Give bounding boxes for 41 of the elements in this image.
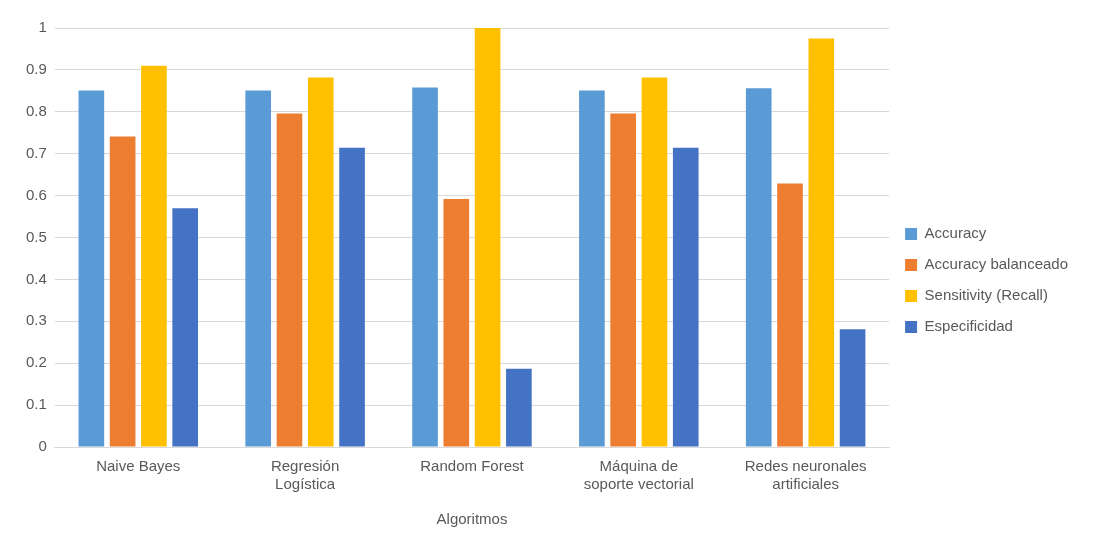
bar [641, 77, 668, 447]
bar [172, 208, 199, 447]
legend-label: Sensitivity (Recall) [924, 286, 1048, 304]
bar [777, 183, 803, 447]
x-tick-label: Naive Bayes [96, 457, 181, 475]
x-tick-label: Redes neuronales artificiales [744, 457, 867, 493]
bar [78, 90, 105, 447]
bar [610, 113, 636, 447]
legend-label: Accuracy [924, 224, 987, 242]
x-tick-label: Random Forest [420, 457, 525, 475]
y-tick-label: 0 [38, 437, 47, 455]
y-tick-label: 0.6 [25, 185, 47, 203]
bar [339, 147, 365, 447]
y-tick-label: 0.4 [25, 269, 47, 287]
legend-label: Accuracy balanceado [924, 255, 1069, 273]
bar [745, 88, 772, 447]
x-tick-label: Máquina de soporte vectorial [583, 457, 694, 493]
x-tick-label: Regresión Logística [270, 457, 340, 493]
y-tick-label: 0.7 [25, 143, 47, 161]
bar [474, 28, 501, 447]
y-tick-label: 0.3 [25, 311, 47, 329]
y-tick-label: 1 [38, 18, 47, 36]
bar [307, 77, 334, 447]
y-tick-label: 0.5 [25, 227, 47, 245]
bar [579, 90, 605, 447]
bar [672, 147, 699, 447]
y-tick-label: 0.1 [25, 395, 47, 413]
bar [109, 136, 136, 447]
bar [276, 113, 303, 447]
bar [245, 90, 272, 447]
y-tick-label: 0.8 [25, 101, 47, 119]
bar [506, 368, 532, 447]
bar [808, 38, 835, 447]
bar [839, 329, 866, 447]
legend-label: Especificidad [924, 317, 1013, 335]
y-tick-label: 0.9 [25, 60, 47, 78]
x-axis-title: Algoritmos [436, 510, 508, 528]
bar [443, 198, 470, 447]
bar [141, 65, 167, 447]
y-tick-label: 0.2 [25, 353, 47, 371]
bar [412, 87, 438, 447]
